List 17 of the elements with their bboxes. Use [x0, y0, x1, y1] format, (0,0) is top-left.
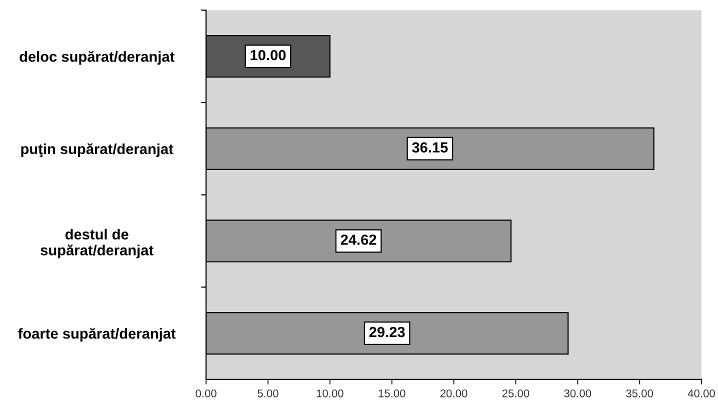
x-tick-label: 5.00 [258, 389, 278, 398]
x-tick-label: 15.00 [378, 389, 406, 398]
y-tick-label: foarte supărat/deranjat [18, 328, 176, 342]
data-label: 29.23 [369, 326, 405, 338]
x-tick-label: 35.00 [626, 389, 654, 398]
y-tick-label: deloc supărat/deranjat [20, 50, 174, 65]
x-tick-label: 20.00 [440, 389, 468, 398]
x-tick-label: 30.00 [564, 389, 592, 398]
x-tick-label: 10.00 [316, 389, 344, 398]
x-tick-label: 25.00 [502, 389, 530, 398]
x-tick-label: 0.00 [196, 389, 216, 398]
y-tick-label: destul de supărat/deranjat [40, 228, 154, 258]
data-label: 36.15 [412, 142, 448, 153]
x-tick-label: 40.00 [688, 389, 715, 398]
y-tick-label: puţin supărat/deranjat [21, 143, 174, 158]
data-label: 10.00 [250, 50, 286, 60]
data-label: 24.62 [340, 234, 376, 245]
